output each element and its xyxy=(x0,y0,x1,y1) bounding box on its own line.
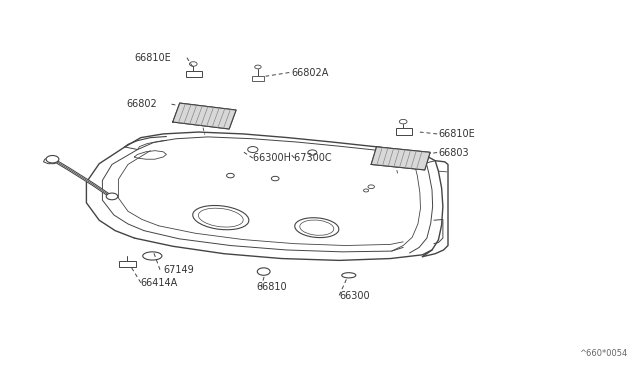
Text: 66810E: 66810E xyxy=(438,129,475,139)
Text: ^660*0054: ^660*0054 xyxy=(579,349,627,358)
Text: 66300: 66300 xyxy=(339,291,370,301)
Text: 66810: 66810 xyxy=(256,282,287,292)
Bar xyxy=(186,71,202,77)
Circle shape xyxy=(46,155,59,163)
Bar xyxy=(119,261,136,267)
Text: 66414A: 66414A xyxy=(141,279,178,288)
Bar xyxy=(252,76,264,81)
Text: 66300H 67300C: 66300H 67300C xyxy=(253,153,332,163)
Text: 67149: 67149 xyxy=(163,265,194,275)
Circle shape xyxy=(106,193,118,200)
Polygon shape xyxy=(371,147,430,170)
Text: 66810E: 66810E xyxy=(135,53,172,62)
Bar xyxy=(396,128,412,135)
Text: 66802A: 66802A xyxy=(291,68,328,77)
Polygon shape xyxy=(173,103,236,129)
Text: 66802: 66802 xyxy=(126,99,157,109)
Text: 66803: 66803 xyxy=(438,148,469,157)
